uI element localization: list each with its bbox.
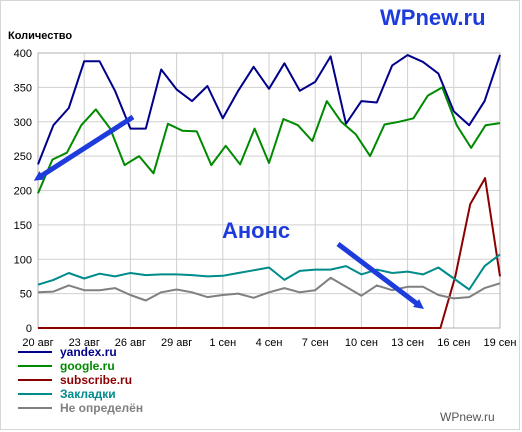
x-tick-label: 16 сен	[437, 337, 470, 349]
legend: yandex.rugoogle.rusubscribe.ruЗакладкиНе…	[18, 345, 143, 415]
x-tick-label: 1 сен	[209, 337, 236, 349]
announcement-label: Анонс	[222, 218, 290, 243]
y-tick-label: 0	[26, 323, 32, 335]
y-axis-title: Количество	[8, 30, 72, 42]
arrow-to-announcement	[336, 242, 424, 310]
x-tick-label: 10 сен	[345, 337, 378, 349]
x-tick-label: 7 сен	[302, 337, 329, 349]
watermark-bottom: WPnew.ru	[440, 410, 495, 424]
y-tick-label: 400	[14, 48, 32, 60]
series-line-5	[37, 276, 501, 302]
legend-label: google.ru	[60, 359, 115, 373]
legend-label: Не определён	[60, 401, 143, 415]
x-tick-label: 19 сен	[484, 337, 517, 349]
axis-layer: 0 50 100 150 200 250 300 350 400 20 авг 23 авг 26 а…	[14, 48, 517, 349]
series-line-2	[37, 86, 501, 194]
x-tick-label: 20 авг	[22, 337, 53, 349]
y-tick-label: 200	[14, 186, 32, 198]
series-line-1	[37, 54, 501, 165]
y-tick-label: 50	[20, 289, 32, 301]
legend-label: yandex.ru	[60, 345, 117, 359]
x-tick-label: 23 авг	[69, 337, 100, 349]
watermark-top: WPnew.ru	[380, 5, 486, 30]
x-tick-label: 4 сен	[256, 337, 283, 349]
y-tick-label: 150	[14, 220, 32, 232]
x-tick-label: 26 авг	[115, 337, 146, 349]
legend-label: subscribe.ru	[60, 373, 132, 387]
y-tick-label: 250	[14, 151, 32, 163]
arrow-to-google-start	[33, 114, 135, 181]
x-tick-label: 29 авг	[161, 337, 192, 349]
series-line-3	[38, 177, 501, 329]
series-layer	[37, 54, 501, 329]
y-tick-label: 100	[14, 254, 32, 266]
y-tick-label: 350	[14, 82, 32, 94]
y-tick-label: 300	[14, 117, 32, 129]
annotation-layer: Анонс	[33, 114, 424, 310]
x-tick-label: 13 сен	[391, 337, 424, 349]
series-line-4	[37, 253, 501, 291]
legend-label: Закладки	[60, 387, 116, 401]
